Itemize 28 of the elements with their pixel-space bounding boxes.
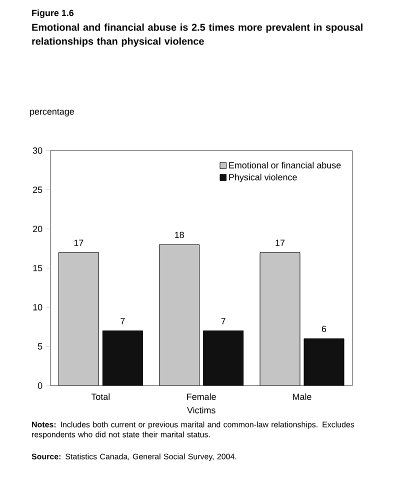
data-label: 17 (276, 240, 285, 246)
bar (203, 330, 244, 386)
legend-label: Physical violence (229, 174, 297, 182)
bar (58, 252, 99, 386)
y-axis-title: percentage (30, 108, 74, 116)
y-tick-label: 0 (38, 382, 42, 389)
bar (304, 338, 344, 386)
legend-label: Emotional or financial abuse (229, 162, 341, 168)
y-tick-label: 15 (33, 264, 42, 272)
data-label: 6 (322, 326, 326, 332)
bar (159, 244, 200, 386)
y-tick-label: 30 (32, 147, 42, 154)
data-label: 17 (74, 240, 84, 246)
y-tick-label: 10 (33, 304, 42, 310)
data-label: 7 (221, 318, 226, 324)
bar (102, 330, 143, 386)
data-label: 18 (175, 232, 184, 238)
y-tick-label: 25 (33, 186, 42, 193)
data-label: 7 (120, 318, 125, 324)
chart-subtitle: Emotional and financial abuse is 2.5 times more prevalent in spousal relationships than physical violence (32, 24, 362, 47)
x-axis-title: Victims (187, 406, 216, 414)
x-tick-label: Male (293, 393, 312, 400)
x-tick-label: Total (91, 393, 110, 400)
bar (260, 252, 300, 386)
chart-title: Figure 1.6 (32, 10, 74, 18)
x-tick-label: Female (187, 393, 216, 400)
y-tick-label: 5 (38, 343, 42, 350)
y-tick-label: 20 (33, 226, 42, 232)
